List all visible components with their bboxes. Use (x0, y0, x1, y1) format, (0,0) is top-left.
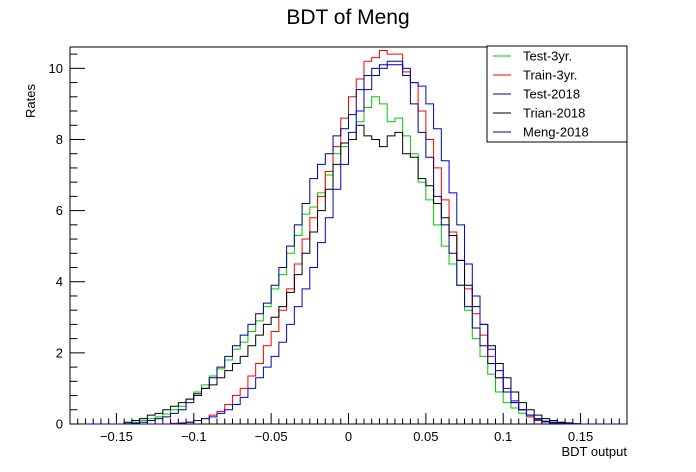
y-tick-label: 0 (56, 417, 63, 432)
y-tick-label: 2 (56, 345, 63, 360)
y-tick-label: 10 (49, 61, 63, 76)
legend-label-4: Meng-2018 (523, 125, 589, 140)
y-tick-label: 8 (56, 132, 63, 147)
x-tick-label: −0.15 (100, 429, 133, 444)
y-tick-label: 6 (56, 203, 63, 218)
legend-label-2: Test-2018 (523, 87, 580, 102)
x-tick-label: 0 (345, 429, 352, 444)
legend-label-1: Train-3yr. (523, 68, 577, 83)
x-tick-label: 0.05 (413, 429, 438, 444)
y-axis-title: Rates (23, 84, 38, 118)
legend-label-0: Test-3yr. (523, 49, 572, 64)
x-tick-label: 0.1 (494, 429, 512, 444)
x-axis-title: BDT output (561, 444, 627, 459)
legend: Test-3yr. Train-3yr. Test-2018 Trian-2018 Me… (486, 45, 628, 143)
plot-area: −0.15 −0.1 −0.05 0 0.05 0.1 0.15 0 2 4 6 8 10 (49, 46, 628, 444)
x-tick-label: −0.1 (181, 429, 207, 444)
y-tick-label: 4 (56, 274, 63, 289)
x-tick-label: −0.05 (255, 429, 288, 444)
x-tick-label: 0.15 (568, 429, 593, 444)
legend-label-3: Trian-2018 (523, 106, 585, 121)
chart-title: BDT of Meng (286, 6, 409, 29)
